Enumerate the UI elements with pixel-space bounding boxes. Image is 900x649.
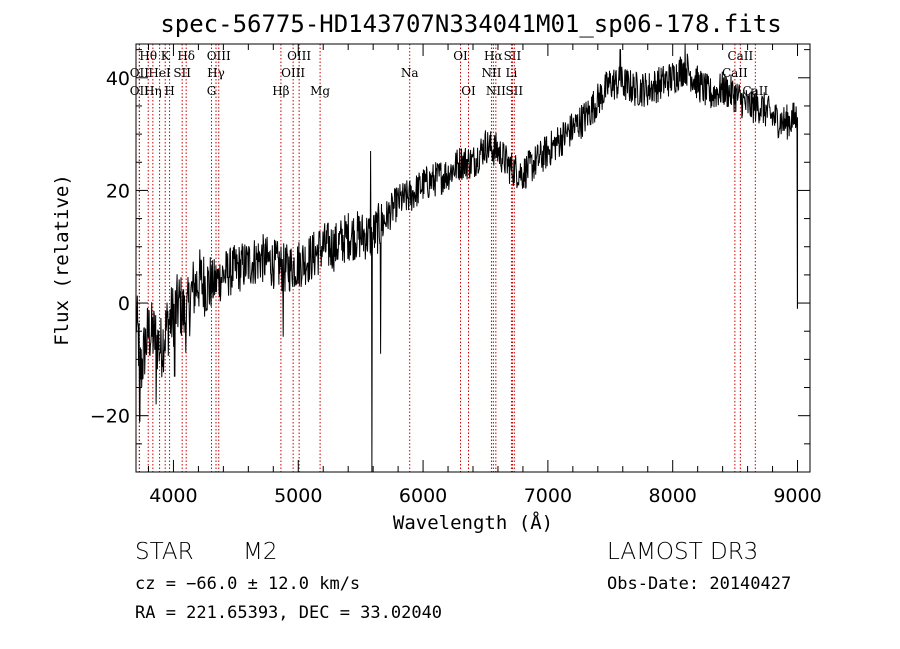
y-tick-label: 0 — [118, 293, 130, 315]
spectral-line-label: Mg — [310, 84, 330, 98]
x-tick-label: 6000 — [399, 485, 447, 507]
spectrum-line — [135, 43, 798, 473]
spectral-line-label: CaII — [722, 66, 748, 80]
y-axis-label: Flux (relative) — [51, 174, 73, 346]
plot-frame — [135, 43, 811, 473]
spectral-line-label: H — [164, 84, 174, 98]
x-tick-label: 4000 — [149, 485, 197, 507]
redshift-cz: cz = −66.0 ± 12.0 km/s — [135, 574, 361, 594]
x-tick-label: 8000 — [649, 485, 697, 507]
survey-name: LAMOST DR3 — [607, 539, 759, 565]
spectral-line-label: Hδ — [177, 49, 195, 63]
coordinates: RA = 221.65393, DEC = 33.02040 — [135, 603, 443, 623]
axis-ticks: 4000 5000 6000 7000 8000 9000 −20 0 20 40 — [90, 44, 822, 507]
object-class: STAR — [135, 539, 194, 565]
x-tick-label: 5000 — [274, 485, 322, 507]
spectral-line-label: Hβ — [272, 84, 289, 98]
spectral-line-label: OIII — [207, 49, 231, 63]
spectral-line-label: Hη — [144, 84, 162, 98]
spectral-line-label: OII — [130, 84, 150, 98]
spectrum-series — [135, 43, 799, 473]
spectral-line-label: NII — [486, 84, 506, 98]
spectral-line-label: CaII — [727, 49, 753, 63]
spectral-line-label: SII — [505, 84, 523, 98]
x-axis-label: Wavelength (Å) — [393, 511, 553, 534]
spectral-line-label: SII — [504, 49, 522, 63]
spectral-line-label: HeI — [148, 66, 171, 80]
chart-title: spec-56775-HD143707N334041M01_sp06-178.f… — [160, 10, 781, 38]
spectral-line-label: OIII — [281, 66, 305, 80]
spectral-line-label: NII — [481, 66, 501, 80]
spectral-line-label: G — [207, 84, 217, 98]
object-subclass: M2 — [243, 539, 278, 565]
spectral-line-label: Hγ — [207, 66, 225, 80]
spectral-line-label: Hθ — [139, 49, 157, 63]
y-tick-label: −20 — [90, 406, 130, 428]
spectral-line-label: SII — [173, 66, 191, 80]
spectral-line-label: OIII — [287, 49, 311, 63]
x-tick-label: 7000 — [524, 485, 572, 507]
x-tick-label: 9000 — [773, 485, 821, 507]
spectral-line-label: Hα — [484, 49, 503, 63]
observation-date: Obs-Date: 20140427 — [607, 574, 792, 594]
spectral-line-label: OI — [453, 49, 468, 63]
spectral-line-label: Na — [401, 66, 419, 80]
spectral-line-label: OI — [461, 84, 476, 98]
spectral-line-label: K — [161, 49, 171, 63]
y-tick-label: 20 — [106, 180, 130, 202]
spectral-line-label: Li — [506, 66, 518, 80]
y-tick-label: 40 — [106, 68, 130, 90]
